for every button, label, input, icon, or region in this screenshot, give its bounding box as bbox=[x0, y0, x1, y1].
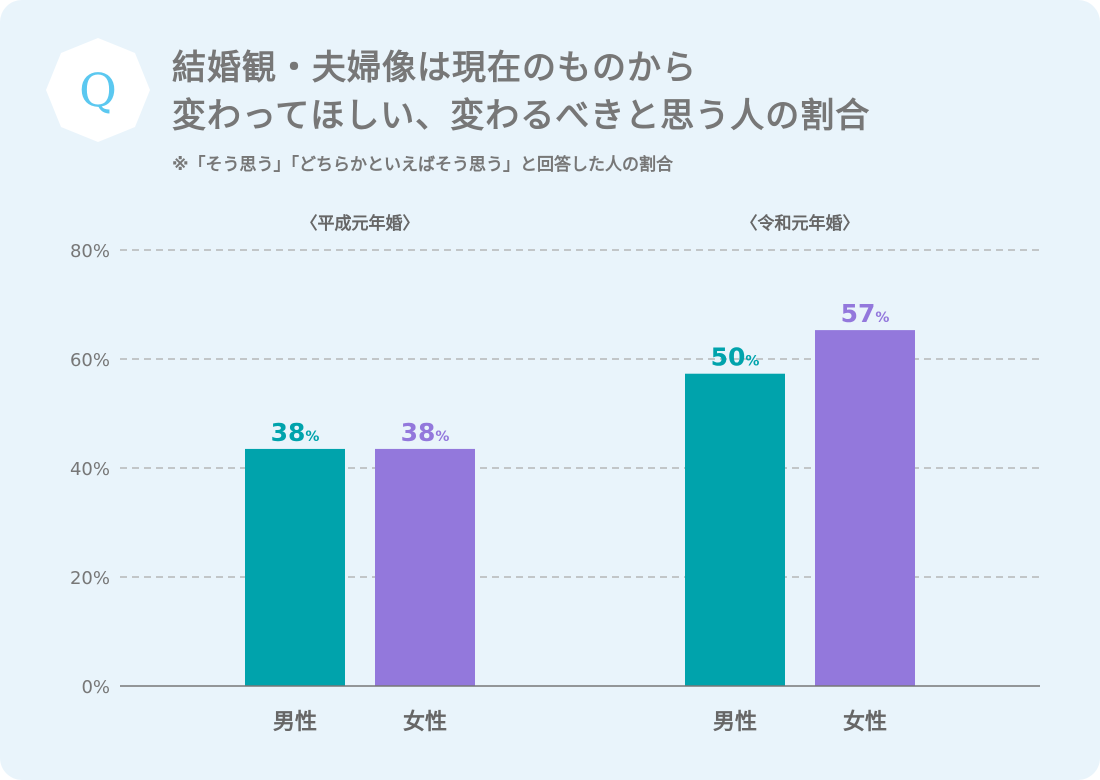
y-tick-label: 40% bbox=[70, 459, 110, 480]
y-tick-label: 0% bbox=[81, 677, 110, 698]
group-label: 〈平成元年婚〉 bbox=[301, 213, 420, 234]
question-badge-icon bbox=[46, 38, 150, 142]
chart-title: 結婚観・夫婦像は現在のものから 変わってほしい、変わるべきと思う人の割合 bbox=[172, 44, 870, 140]
bar-value-label: 57% bbox=[841, 299, 890, 328]
x-category-label: 男性 bbox=[273, 710, 317, 735]
bar-value-label: 38% bbox=[401, 418, 450, 447]
x-category-label: 男性 bbox=[713, 710, 757, 735]
y-tick-label: 60% bbox=[70, 350, 110, 371]
title-line-2: 変わってほしい、変わるべきと思う人の割合 bbox=[172, 96, 871, 136]
x-category-label: 女性 bbox=[403, 709, 447, 735]
bar-value-label: 38% bbox=[271, 418, 320, 447]
question-mark: Q bbox=[79, 63, 117, 117]
title-line-1: 結婚観・夫婦像は現在のものから bbox=[172, 48, 697, 88]
x-category-label: 女性 bbox=[843, 709, 887, 735]
bar-male bbox=[685, 373, 785, 686]
bar-female bbox=[815, 330, 915, 686]
y-tick-label: 20% bbox=[70, 568, 110, 589]
chart-subtitle: ※「そう思う」「どちらかといえばそう思う」と回答した人の割合 bbox=[172, 155, 674, 175]
bar-male bbox=[245, 448, 345, 686]
group-label: 〈令和元年婚〉 bbox=[741, 213, 860, 234]
y-tick-label: 80% bbox=[70, 241, 110, 262]
bar-value-label: 50% bbox=[711, 343, 760, 372]
bar-female bbox=[375, 448, 475, 686]
